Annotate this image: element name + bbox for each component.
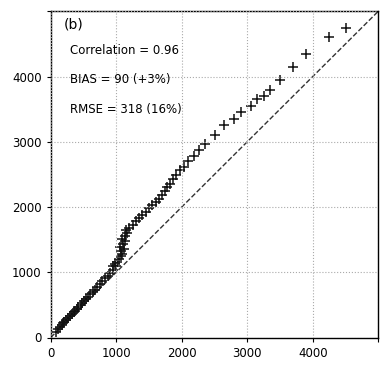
Point [73,306,80,312]
Point [129,222,136,228]
Point [143,209,149,214]
Point [185,158,191,164]
Point [107,270,113,276]
Point [190,153,197,159]
Point [69,311,75,317]
Point [133,218,139,224]
Point [267,87,273,93]
Point [77,302,83,308]
Point [75,304,82,310]
Point [116,255,122,261]
Point [202,141,208,147]
Point [238,110,244,116]
Point [81,298,87,304]
Point [221,122,227,128]
Point [303,51,309,57]
Point [85,294,91,300]
Point [120,241,126,247]
Point [167,180,173,186]
Point [326,34,332,40]
Point [174,172,180,178]
Point [72,308,78,314]
Point [83,296,89,302]
Point [87,291,93,297]
Point [110,267,116,273]
Point [112,263,119,269]
Point [57,324,63,330]
Point [67,313,73,319]
Point [159,192,165,198]
Point [71,309,77,315]
Point [196,147,202,153]
Point [342,25,349,31]
Point [112,261,118,267]
Text: Correlation = 0.96: Correlation = 0.96 [70,44,179,57]
Point [61,319,67,325]
Point [58,322,65,328]
Point [102,276,108,282]
Point [119,251,125,257]
Point [122,238,129,244]
Point [119,236,125,242]
Text: RMSE = 318 (16%): RMSE = 318 (16%) [70,103,182,116]
Point [247,103,254,109]
Point [177,168,184,174]
Point [60,320,67,326]
Point [164,184,170,190]
Point [97,281,103,287]
Point [118,248,124,254]
Point [126,225,133,231]
Point [65,315,71,321]
Point [117,244,123,250]
Point [181,164,188,170]
Point [92,286,98,292]
Point [114,259,120,265]
Point [254,96,260,102]
Point [110,263,116,269]
Point [211,132,218,138]
Point [149,202,155,208]
Point [277,77,283,83]
Point [90,289,96,295]
Text: BIAS = 90 (+3%): BIAS = 90 (+3%) [70,73,171,86]
Point [53,328,59,334]
Point [105,273,111,279]
Point [79,300,85,306]
Point [290,64,296,70]
Point [121,246,127,252]
Point [63,317,69,323]
Point [231,116,237,122]
Point [146,205,152,211]
Point [55,326,61,332]
Point [124,230,131,236]
Point [170,176,176,182]
Point [122,233,128,239]
Text: (b): (b) [64,18,83,32]
Point [261,93,267,99]
Point [99,278,106,284]
Point [139,212,145,218]
Point [152,199,159,205]
Point [136,215,142,221]
Point [118,253,124,259]
Point [162,188,168,194]
Point [156,195,162,201]
Point [94,284,100,290]
Point [123,228,129,234]
